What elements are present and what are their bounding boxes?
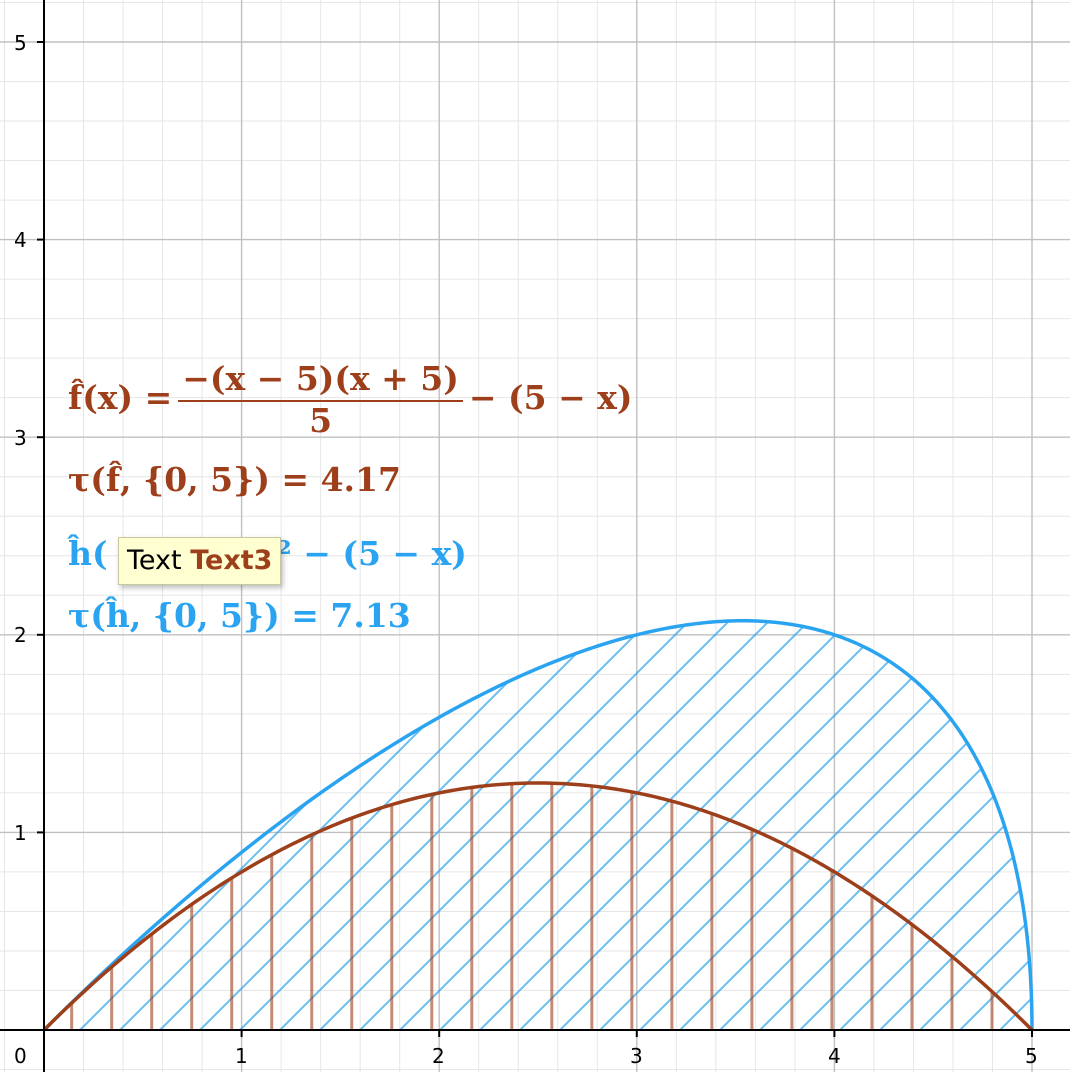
h-hatch-line	[539, 620, 1032, 1030]
x-tick-label: 1	[235, 1044, 248, 1068]
h-hatch-line	[419, 620, 1032, 1030]
tau-f-text[interactable]: τ(f̂, {0, 5}) = 4.17	[68, 460, 401, 500]
tau-f-value: τ(f̂, {0, 5}) = 4.17	[68, 460, 401, 499]
x-tick-label: 2	[432, 1044, 445, 1068]
h-hatch-line	[979, 620, 1032, 1030]
f-definition-text[interactable]: f̂(x) = −(x − 5)(x + 5) 5− (5 − x)	[68, 360, 633, 440]
f-def-fraction: −(x − 5)(x + 5) 5	[178, 360, 463, 440]
tau-h-value: τ(ĥ, {0, 5}) = 7.13	[68, 596, 411, 635]
h-hatch-line	[44, 620, 601, 1030]
h-hatch-line	[139, 620, 1032, 1030]
h-hatch-line	[899, 620, 1032, 1030]
h-hatch-line	[0, 0, 40, 1050]
h-hatch-line	[459, 620, 1032, 1030]
h-hatch-line	[44, 620, 521, 1030]
h-hatch-line	[659, 620, 1032, 1030]
h-definition-text[interactable]: ĥ( x² − (5 − x)	[68, 534, 467, 574]
h-hatch-line	[939, 620, 1032, 1030]
f-def-lhs: f̂(x) =	[68, 378, 173, 417]
h-hatch-line	[44, 620, 761, 1030]
h-hatch-line	[44, 620, 361, 1030]
h-hatch-line	[44, 620, 201, 1030]
h-hatch-line	[819, 620, 1032, 1030]
h-hatch-line	[579, 620, 1032, 1030]
tooltip-prefix: Text	[127, 545, 182, 576]
f-def-denominator: 5	[309, 401, 333, 440]
x-tick-label: 4	[828, 1044, 841, 1068]
h-hatch-line	[219, 620, 1032, 1030]
h-hatch-line	[44, 620, 881, 1030]
h-hatch-line	[1019, 620, 1032, 1030]
h-hatch-line	[44, 620, 241, 1030]
h-hatch-line	[859, 620, 1032, 1030]
h-hatch-line	[299, 620, 1032, 1030]
h-hatch-line	[259, 620, 1032, 1030]
h-hatch-line	[44, 620, 161, 1030]
h-hatch-line	[59, 620, 1032, 1030]
h-hatch-line	[499, 620, 1032, 1030]
x-tick-label: 5	[1025, 1044, 1038, 1068]
h-hatch-line	[379, 620, 1032, 1030]
f-curve[interactable]	[42, 781, 1034, 1032]
h-hatch-line	[699, 620, 1032, 1030]
h-hatch-line	[179, 620, 1032, 1030]
h-hatch-line	[44, 620, 641, 1030]
h-def-start: ĥ(	[68, 534, 108, 573]
h-hatch-line	[44, 620, 81, 1030]
h-hatch-line	[44, 620, 1032, 1030]
h-hatch-line	[44, 620, 841, 1030]
f-def-rhs: − (5 − x)	[468, 378, 633, 417]
x-tick-label: 3	[630, 1044, 643, 1068]
tooltip-object-name: Text3	[190, 545, 273, 576]
y-tick-label: 5	[14, 31, 27, 55]
tick-labels: 0 1 2 3 4 5 1 2 3 4 5	[14, 31, 1038, 1068]
h-def-end: x² − (5 − x)	[257, 534, 467, 573]
h-hatch-line	[44, 620, 281, 1030]
y-tick-label: 1	[14, 821, 27, 845]
y-tick-label: 4	[14, 228, 27, 252]
h-hatch-line	[44, 620, 1032, 1030]
tooltip: Text Text3	[118, 537, 282, 585]
h-hatch-line	[44, 620, 121, 1030]
h-curve[interactable]	[42, 619, 1034, 1032]
origin-label: 0	[14, 1044, 27, 1068]
h-hatch-line	[1060, 0, 1070, 1050]
h-hatch-line	[99, 620, 1032, 1030]
h-hatch-line	[44, 620, 441, 1030]
f-area-hatch	[70, 783, 994, 1030]
y-tick-label: 2	[14, 623, 27, 647]
h-hatch-line	[339, 620, 1032, 1030]
h-hatch-line	[779, 620, 1032, 1030]
h-area-hatch	[0, 0, 1070, 1050]
h-hatch-line	[619, 620, 1032, 1030]
h-hatch-line	[44, 620, 1001, 1030]
h-hatch-line	[44, 620, 401, 1030]
h-hatch-line	[44, 620, 1032, 1030]
h-hatch-line	[44, 620, 961, 1030]
y-tick-label: 3	[14, 426, 27, 450]
h-hatch-line	[739, 620, 1032, 1030]
h-hatch-line	[44, 620, 481, 1030]
h-hatch-line	[44, 620, 921, 1030]
tau-h-text[interactable]: τ(ĥ, {0, 5}) = 7.13	[68, 596, 411, 636]
f-def-numerator: −(x − 5)(x + 5)	[178, 360, 463, 402]
